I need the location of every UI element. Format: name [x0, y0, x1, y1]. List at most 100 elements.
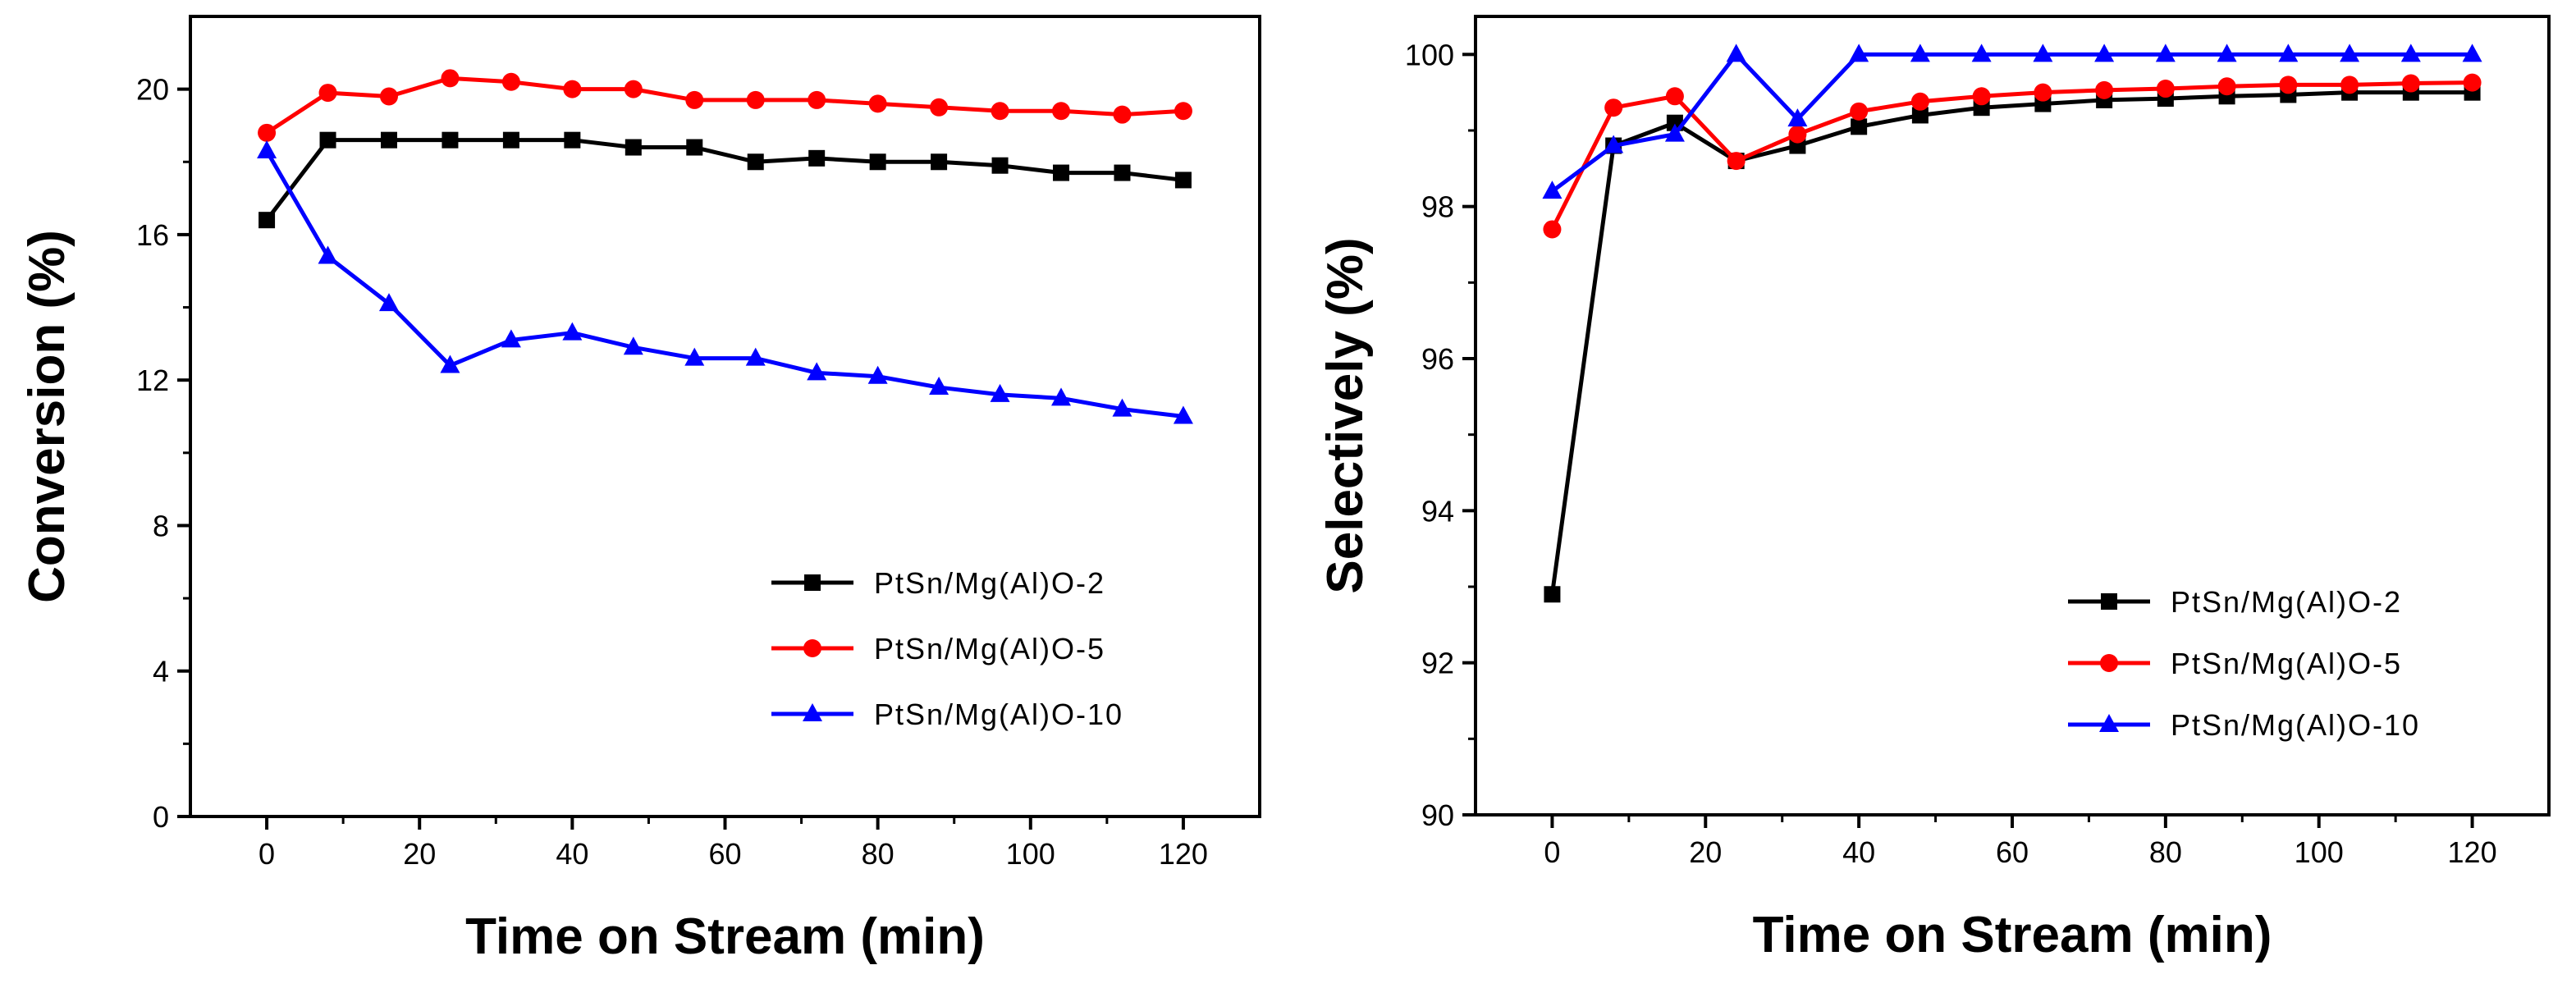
data-point-circle	[685, 90, 704, 109]
data-point-triangle	[2033, 43, 2053, 62]
data-point-triangle	[1910, 43, 1930, 62]
series-PtSn/Mg(Al)O-2	[259, 131, 1192, 229]
data-point-triangle	[2400, 43, 2421, 62]
series-line	[265, 138, 1184, 222]
data-point-circle	[1972, 87, 1991, 106]
data-point-square	[259, 212, 276, 229]
x-tick-label: 40	[1842, 835, 1875, 869]
series-PtSn/Mg(Al)O-10	[1542, 43, 2482, 199]
data-point-circle	[746, 90, 765, 109]
data-point-square	[804, 574, 821, 591]
y-tick-label: 96	[1421, 342, 1454, 376]
x-tick-label: 80	[862, 837, 895, 871]
data-point-circle	[1727, 152, 1746, 171]
data-point-square	[1174, 172, 1192, 189]
data-point-triangle	[318, 245, 338, 264]
x-axis-title: Time on Stream (min)	[465, 908, 985, 965]
legend-label: PtSn/Mg(Al)O-2	[874, 566, 1105, 600]
x-tick-label: 20	[1689, 835, 1722, 869]
data-point-square	[2101, 593, 2117, 610]
y-tick-label: 16	[136, 218, 169, 252]
legend-item: PtSn/Mg(Al)O-10	[2068, 708, 2420, 742]
data-point-square	[808, 149, 826, 167]
data-point-square	[380, 131, 397, 149]
data-point-circle	[2217, 77, 2236, 96]
legend-item: PtSn/Mg(Al)O-5	[771, 632, 1105, 666]
data-point-triangle	[745, 347, 766, 366]
data-point-square	[686, 139, 703, 156]
data-point-circle	[441, 69, 460, 88]
data-point-circle	[2340, 75, 2359, 94]
data-point-triangle	[1542, 181, 1563, 199]
legend-item: PtSn/Mg(Al)O-2	[2068, 585, 2402, 619]
series-line	[264, 149, 1184, 419]
series-line	[1549, 90, 2473, 595]
data-point-circle	[379, 87, 398, 106]
data-point-triangle	[803, 703, 822, 721]
legend-item: PtSn/Mg(Al)O-5	[2068, 647, 2400, 680]
data-point-circle	[991, 102, 1009, 121]
data-point-triangle	[2278, 43, 2299, 62]
series-PtSn/Mg(Al)O-5	[258, 69, 1192, 142]
data-point-square	[747, 153, 764, 171]
x-tick-label: 100	[2295, 835, 2344, 869]
data-point-triangle	[929, 377, 949, 396]
legend-label: PtSn/Mg(Al)O-10	[2171, 708, 2420, 742]
legend-label: PtSn/Mg(Al)O-2	[2171, 585, 2402, 619]
data-point-triangle	[2462, 43, 2482, 62]
data-point-square	[564, 131, 581, 149]
data-point-circle	[1850, 102, 1869, 121]
data-point-circle	[2034, 83, 2052, 102]
data-point-triangle	[2094, 43, 2115, 62]
data-point-triangle	[1173, 405, 1193, 424]
data-point-triangle	[1604, 135, 1624, 153]
legend-item: PtSn/Mg(Al)O-10	[771, 698, 1123, 731]
series-line	[1550, 80, 2473, 231]
data-point-square	[625, 139, 642, 156]
x-tick-label: 60	[1996, 835, 2029, 869]
y-tick-label: 100	[1405, 38, 1454, 71]
data-point-triangle	[1051, 387, 1072, 406]
chart-2: 0 20 40 60 80 100 120 90 92 94 96 98 100 Time on Stre…	[1317, 15, 2551, 963]
data-point-square	[991, 157, 1009, 174]
data-point-circle	[1052, 102, 1071, 121]
data-point-circle	[803, 639, 821, 657]
legend-label: PtSn/Mg(Al)O-5	[874, 632, 1105, 666]
series-PtSn/Mg(Al)O-10	[257, 140, 1193, 424]
data-point-square	[1114, 164, 1131, 181]
y-tick-label: 12	[136, 364, 169, 397]
data-point-circle	[258, 123, 277, 142]
data-point-triangle	[990, 383, 1010, 402]
data-point-circle	[2279, 75, 2298, 94]
data-point-triangle	[807, 362, 827, 381]
x-axis-title: Time on Stream (min)	[1753, 907, 2272, 963]
x-tick-label: 100	[1006, 837, 1055, 871]
legend-item: PtSn/Mg(Al)O-2	[771, 566, 1105, 600]
data-point-triangle	[257, 140, 277, 158]
data-point-square	[1911, 107, 1929, 124]
data-point-triangle	[1787, 108, 1808, 127]
data-point-square	[319, 131, 336, 149]
plot-frame	[189, 15, 1261, 818]
x-tick-label: 80	[2149, 835, 2182, 869]
data-point-triangle	[562, 322, 583, 341]
series-line	[265, 75, 1184, 135]
y-tick-label: 4	[153, 655, 169, 688]
chart-1: 0 20 40 60 80 100 120 0 4 8 12 16 20 Time on Stream (…	[19, 15, 1261, 965]
data-point-triangle	[684, 347, 705, 366]
data-point-triangle	[501, 329, 521, 348]
data-point-square	[1544, 586, 1561, 603]
data-point-square	[502, 131, 519, 149]
data-point-circle	[2401, 74, 2420, 93]
x-tick-label: 0	[259, 837, 275, 871]
x-tick-label: 20	[403, 837, 436, 871]
data-point-circle	[1788, 125, 1807, 144]
data-point-circle	[930, 98, 949, 117]
series-PtSn/Mg(Al)O-5	[1543, 73, 2482, 239]
legend-label: PtSn/Mg(Al)O-10	[874, 698, 1123, 731]
legend: PtSn/Mg(Al)O-2 PtSn/Mg(Al)O-5 PtSn/Mg(Al)O…	[771, 566, 1123, 731]
data-point-circle	[1174, 102, 1192, 121]
data-point-triangle	[1971, 43, 1992, 62]
y-tick-label: 98	[1421, 190, 1454, 224]
